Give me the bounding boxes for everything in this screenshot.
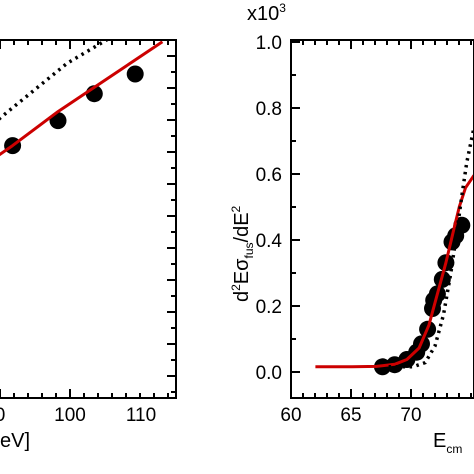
y-tick-label: 0.6 xyxy=(256,165,282,186)
x-tick-label: 100 xyxy=(54,405,86,426)
y-multiplier: x103 xyxy=(247,1,286,25)
x-axis-label-sub: cm xyxy=(446,442,462,456)
y-tick-label: 0.8 xyxy=(256,99,282,120)
y-label-sub: fus xyxy=(242,242,256,258)
x-tick-label: 65 xyxy=(340,405,361,426)
x-tick-label: 60 xyxy=(280,405,301,426)
x-axis-label: Ecm xyxy=(433,430,462,456)
chart-panel-left: 0 100 110 eV] xyxy=(0,39,177,452)
plot-frame xyxy=(290,39,474,399)
x-tick-label: 110 xyxy=(126,405,156,426)
y-label-sup: 2 xyxy=(229,284,243,291)
y-multiplier-exp: 3 xyxy=(279,1,286,15)
y-axis-label: d2Eσfus/dE2 xyxy=(229,205,256,302)
y-label-de: /dE xyxy=(231,212,253,242)
data-point xyxy=(126,65,144,83)
x-tick-label: 70 xyxy=(400,405,421,426)
y-tick-label: 0.0 xyxy=(256,363,282,384)
y-label-d: d xyxy=(231,291,253,302)
fit-line xyxy=(0,40,164,157)
plot-area xyxy=(0,40,164,157)
y-tick-label: 0.2 xyxy=(256,297,282,318)
x-axis-label: eV] xyxy=(0,430,30,452)
y-tick-label: 0.4 xyxy=(256,231,283,252)
y-tick-label: 1.0 xyxy=(256,33,282,54)
y-label-sup2: 2 xyxy=(229,205,243,212)
y-label-e-sigma: Eσ xyxy=(231,258,253,284)
plot-frame xyxy=(0,39,177,399)
dotted-line xyxy=(388,127,474,369)
chart-panel-right: 0.00.20.40.60.81.01.21.4606570Ecmd2Eσfus… xyxy=(229,0,474,456)
y-tick-label: 1.2 xyxy=(256,0,282,5)
x-tick-label: 0 xyxy=(0,405,5,426)
y-tick-label: 1.4 xyxy=(256,0,283,5)
plot-area xyxy=(315,127,474,376)
